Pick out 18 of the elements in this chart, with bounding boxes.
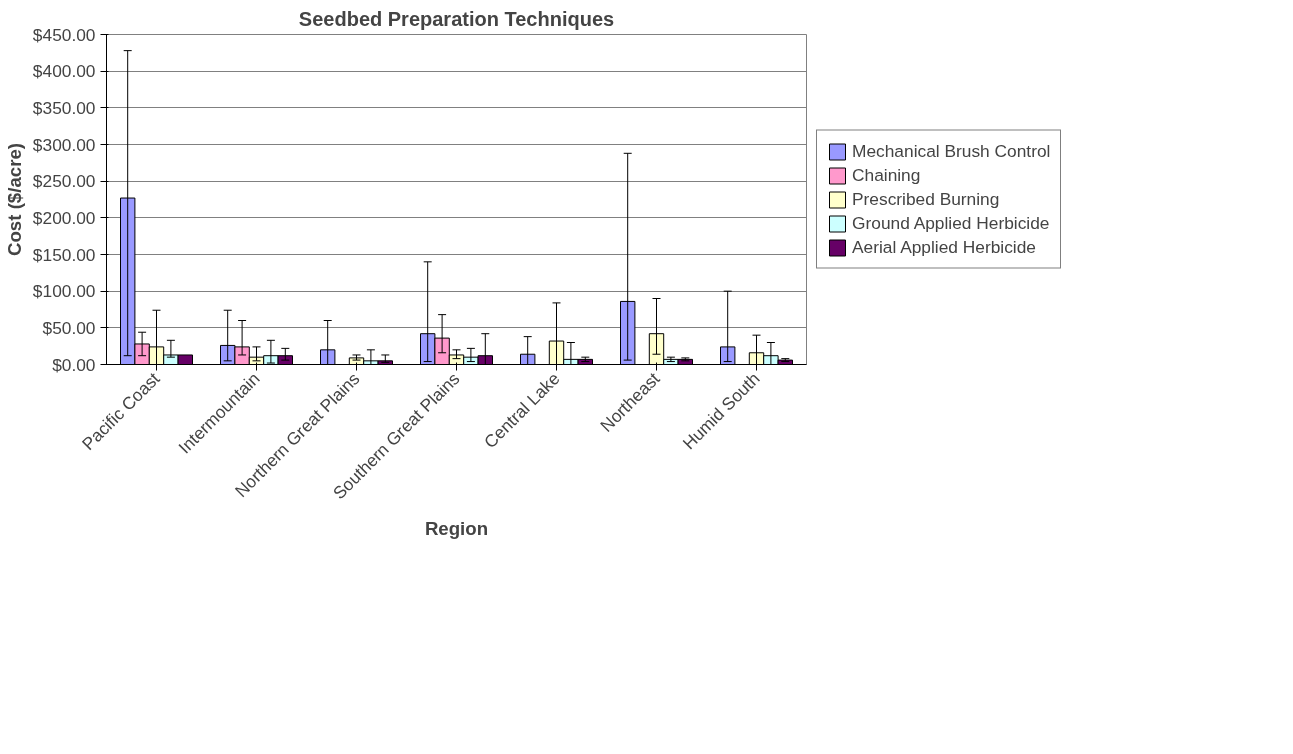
y-tick-label: $150.00 xyxy=(32,244,96,265)
y-tick-label: $0.00 xyxy=(52,354,96,375)
x-axis-title: Region xyxy=(424,518,489,540)
y-tick-label: $50.00 xyxy=(42,317,96,338)
y-tick-label: $100.00 xyxy=(32,281,96,302)
legend-label: Aerial Applied Herbicide xyxy=(852,236,1036,258)
chart-title: Seedbed Preparation Techniques xyxy=(298,7,615,30)
y-axis-title: Cost ($/acre) xyxy=(3,142,25,257)
legend-label: Prescribed Burning xyxy=(852,188,1000,210)
y-tick-label: $400.00 xyxy=(32,61,96,82)
y-tick-label: $250.00 xyxy=(32,171,96,192)
y-tick-label: $450.00 xyxy=(32,24,96,45)
y-tick-label: $200.00 xyxy=(32,207,96,228)
y-tick-label: $350.00 xyxy=(32,97,96,118)
y-tick-label: $300.00 xyxy=(32,134,96,155)
legend-label: Chaining xyxy=(852,164,921,186)
legend-label: Ground Applied Herbicide xyxy=(852,212,1050,234)
legend-label: Mechanical Brush Control xyxy=(852,140,1051,162)
